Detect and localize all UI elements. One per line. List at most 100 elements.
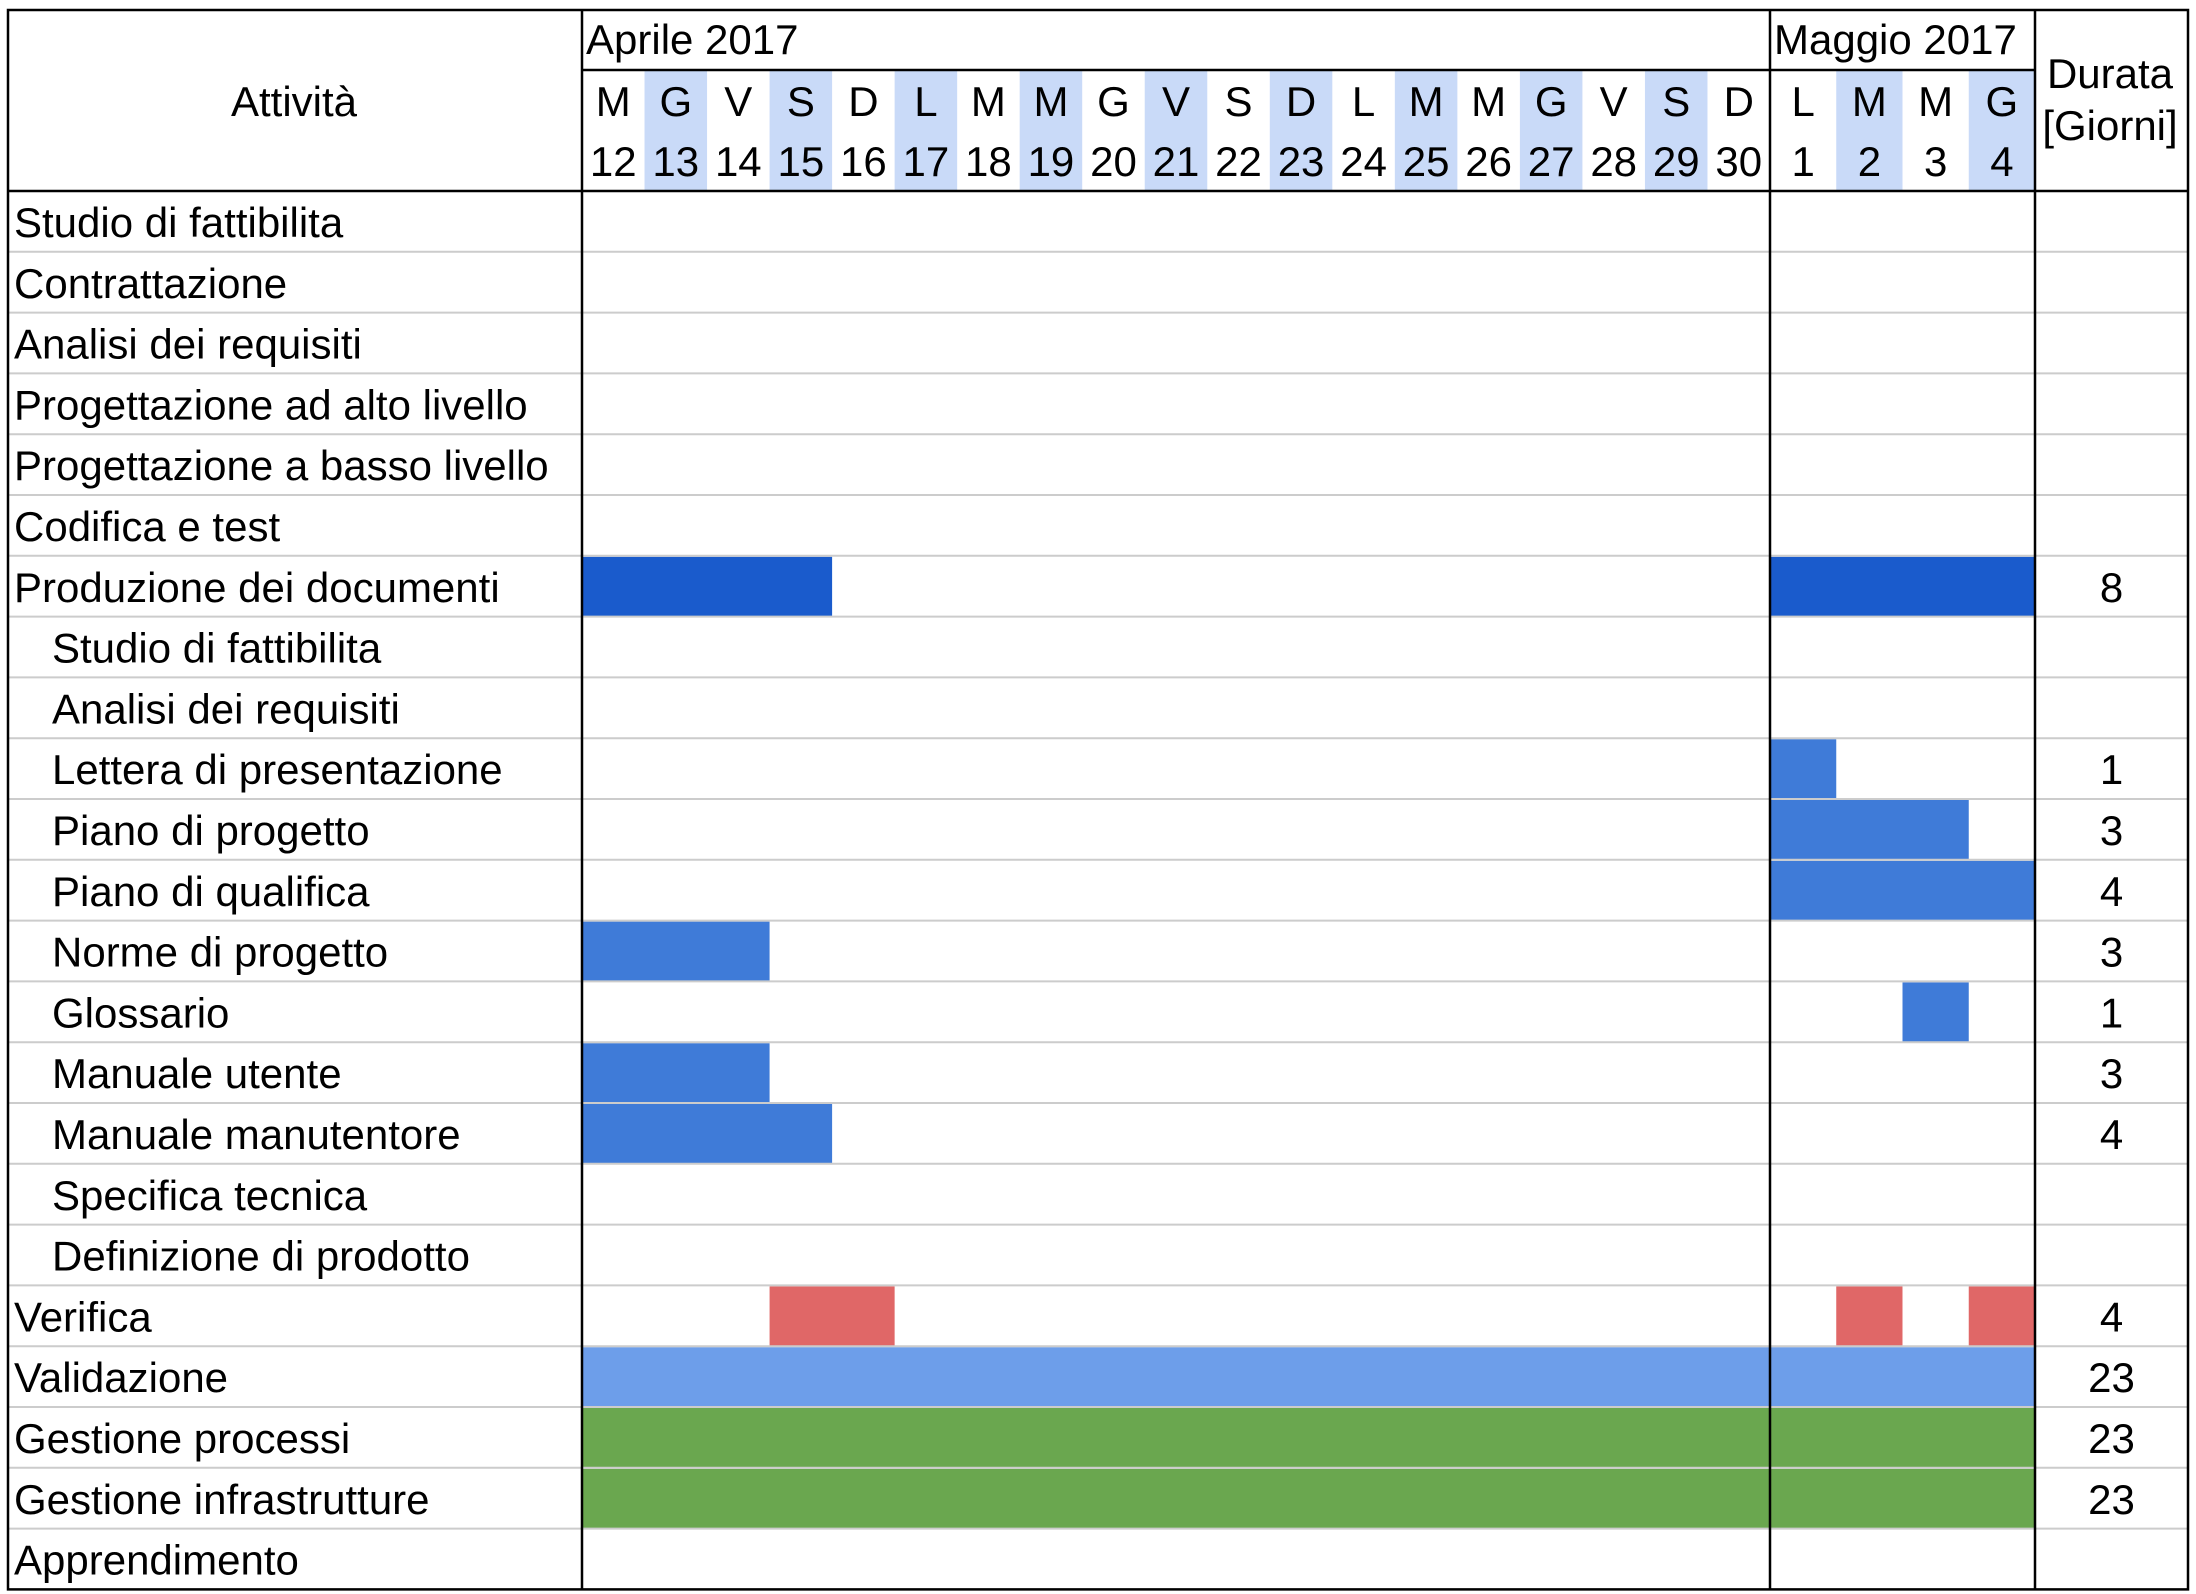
activity-label: Gestione infrastrutture	[14, 1476, 430, 1523]
day-number-2017-04-18: 18	[965, 138, 1012, 185]
weekday-label-2017-04-18: M	[971, 78, 1006, 125]
bar-15-1	[582, 1043, 770, 1103]
activity-label: Progettazione ad alto livello	[14, 381, 528, 428]
day-number-2017-04-14: 14	[715, 138, 762, 185]
day-highlight-2017-04-23	[1269, 70, 1333, 191]
bars-layer	[582, 556, 2035, 1529]
duration-value: 23	[2088, 1354, 2135, 1401]
duration-value: 8	[2100, 564, 2123, 611]
duration-value: 23	[2088, 1415, 2135, 1462]
day-highlight-2017-04-21	[1144, 70, 1208, 191]
day-highlight-2017-05-04	[1968, 70, 2035, 191]
day-number-2017-04-29: 29	[1653, 138, 1700, 185]
activity-label: Studio di fattibilita	[14, 199, 344, 246]
bar-7-2	[1770, 556, 2035, 617]
activity-label: Gestione processi	[14, 1415, 350, 1462]
weekday-label-2017-04-14: V	[724, 78, 752, 125]
day-number-2017-05-04: 4	[1990, 138, 2013, 185]
bar-19-2	[1836, 1286, 1903, 1347]
weekday-label-2017-04-24: L	[1352, 78, 1375, 125]
day-number-2017-04-13: 13	[652, 138, 699, 185]
day-number-2017-04-20: 20	[1090, 138, 1137, 185]
day-number-2017-04-26: 26	[1465, 138, 1512, 185]
day-number-2017-04-21: 21	[1153, 138, 1200, 185]
activity-label: Lettera di presentazione	[52, 746, 503, 793]
weekday-label-2017-05-04: G	[1986, 78, 2019, 125]
activity-column-header: Attività	[231, 78, 358, 125]
day-number-2017-05-01: 1	[1791, 138, 1814, 185]
text-layer: Attività Durata [Giorni] Aprile 2017 Magg…	[14, 16, 2178, 1584]
activity-label: Produzione dei documenti	[14, 564, 500, 611]
bar-10-1	[1770, 739, 1837, 799]
weekday-label-2017-05-03: M	[1918, 78, 1953, 125]
activity-label: Specifica tecnica	[52, 1172, 368, 1219]
weekday-label-2017-04-28: V	[1600, 78, 1628, 125]
bar-7-1	[582, 556, 833, 617]
bar-20-1	[582, 1347, 2035, 1407]
activity-label: Validazione	[14, 1354, 228, 1401]
activity-label: Contrattazione	[14, 260, 287, 307]
duration-value: 3	[2100, 807, 2123, 854]
day-number-2017-05-02: 2	[1858, 138, 1881, 185]
duration-header-line1: Durata	[2047, 50, 2174, 97]
weekday-label-2017-04-27: G	[1535, 78, 1568, 125]
activity-label: Piano di qualifica	[52, 868, 370, 915]
duration-value: 3	[2100, 1050, 2123, 1097]
bar-16-1	[582, 1104, 833, 1164]
duration-value: 4	[2100, 868, 2123, 915]
day-number-2017-04-23: 23	[1278, 138, 1325, 185]
day-number-2017-04-22: 22	[1215, 138, 1262, 185]
day-highlight-2017-05-02	[1836, 70, 1903, 191]
day-highlight-2017-04-19	[1019, 70, 1083, 191]
weekday-label-2017-04-29: S	[1662, 78, 1690, 125]
weekday-label-2017-04-30: D	[1724, 78, 1754, 125]
activity-label: Codifica e test	[14, 503, 280, 550]
duration-value: 23	[2088, 1476, 2135, 1523]
weekday-label-2017-04-17: L	[914, 78, 937, 125]
day-number-2017-04-12: 12	[590, 138, 637, 185]
activity-label: Manuale manutentore	[52, 1111, 461, 1158]
day-number-2017-04-27: 27	[1528, 138, 1575, 185]
bar-14-1	[1902, 982, 1969, 1043]
month-label-1: Aprile 2017	[586, 16, 798, 63]
weekday-label-2017-04-26: M	[1471, 78, 1506, 125]
activity-label: Analisi dei requisiti	[14, 321, 362, 368]
duration-value: 4	[2100, 1293, 2123, 1340]
activity-label: Studio di fattibilita	[52, 625, 382, 672]
activity-label: Apprendimento	[14, 1537, 299, 1584]
weekday-label-2017-05-01: L	[1791, 78, 1814, 125]
weekday-label-2017-04-16: D	[848, 78, 878, 125]
activity-label: Definizione di prodotto	[52, 1233, 470, 1280]
day-number-2017-04-17: 17	[903, 138, 950, 185]
day-number-2017-04-28: 28	[1590, 138, 1637, 185]
duration-value: 1	[2100, 746, 2123, 793]
day-highlight-2017-04-25	[1394, 70, 1458, 191]
activity-label: Manuale utente	[52, 1050, 342, 1097]
activity-label: Progettazione a basso livello	[14, 442, 549, 489]
day-highlight-2017-04-17	[894, 70, 958, 191]
bar-19-3	[1968, 1286, 2035, 1347]
day-highlight-2017-04-15	[769, 70, 833, 191]
day-number-2017-05-03: 3	[1924, 138, 1947, 185]
activity-label: Verifica	[14, 1293, 152, 1340]
day-highlight-layer	[644, 70, 2035, 191]
weekday-label-2017-04-12: M	[596, 78, 631, 125]
activity-label: Piano di progetto	[52, 807, 370, 854]
duration-value: 3	[2100, 929, 2123, 976]
bar-22-1	[582, 1468, 2035, 1529]
day-number-2017-04-15: 15	[777, 138, 824, 185]
weekday-label-2017-04-23: D	[1286, 78, 1316, 125]
weekday-label-2017-04-22: S	[1225, 78, 1253, 125]
month-label-2: Maggio 2017	[1774, 16, 2017, 63]
weekday-label-2017-04-15: S	[787, 78, 815, 125]
weekday-label-2017-04-19: M	[1033, 78, 1068, 125]
weekday-label-2017-04-20: G	[1097, 78, 1130, 125]
bar-13-1	[582, 921, 770, 982]
bar-19-1	[769, 1286, 895, 1347]
day-number-2017-04-19: 19	[1028, 138, 1075, 185]
duration-value: 4	[2100, 1111, 2123, 1158]
duration-header-line2: [Giorni]	[2042, 102, 2177, 149]
weekday-label-2017-04-13: G	[659, 78, 692, 125]
day-highlight-2017-04-27	[1519, 70, 1583, 191]
